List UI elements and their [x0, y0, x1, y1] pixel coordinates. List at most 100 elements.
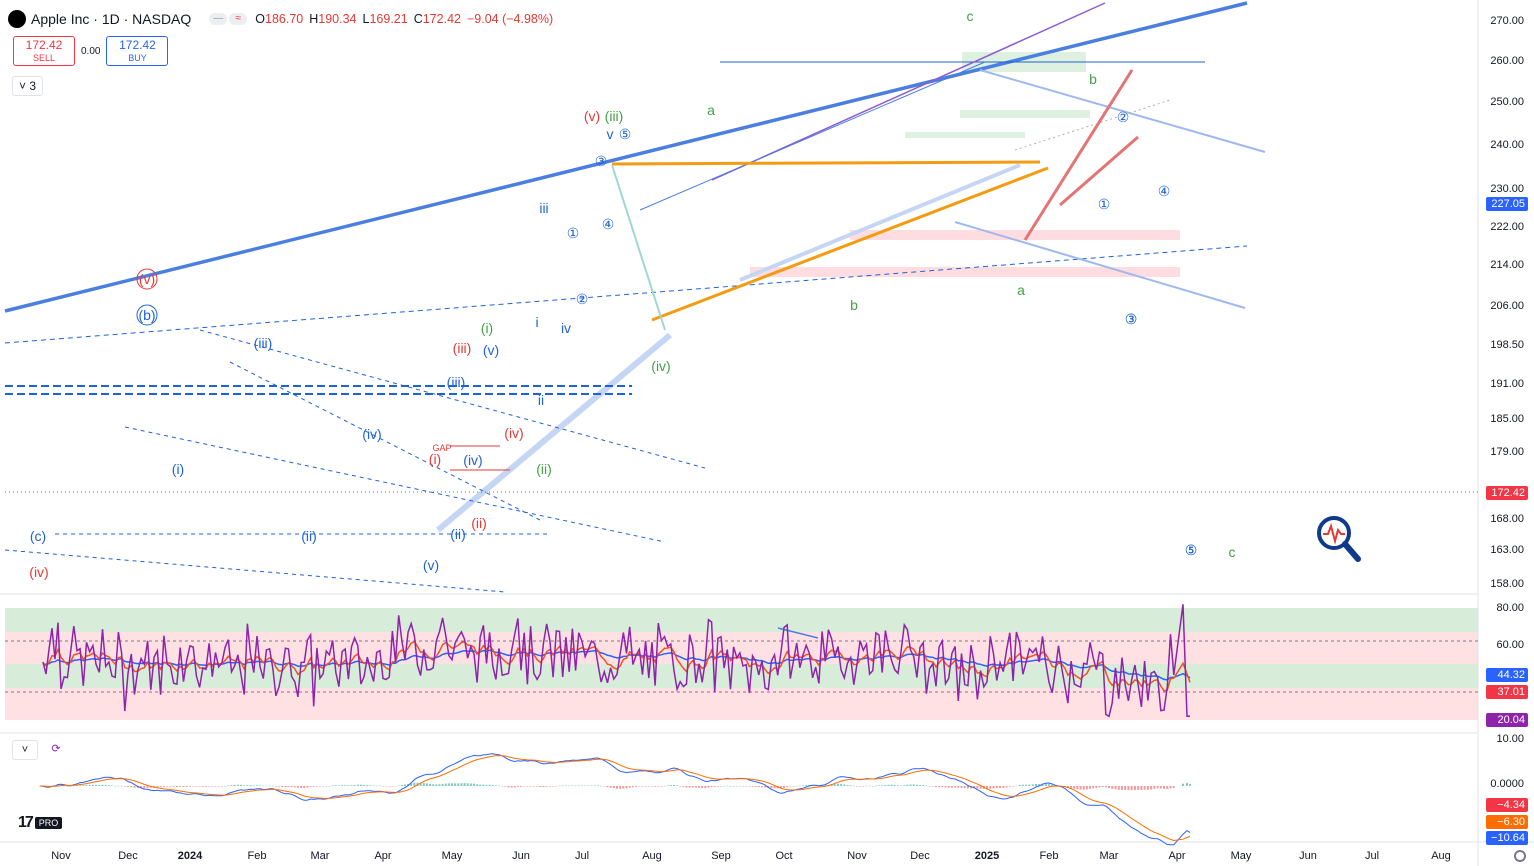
time-tick: Mar	[1099, 850, 1119, 862]
macd-histogram-bar	[925, 785, 928, 787]
macd-histogram-bar	[136, 786, 139, 788]
macd-histogram-bar	[438, 784, 441, 786]
chart-mode-pill[interactable]: — ≈	[209, 13, 248, 25]
macd-histogram-bar	[466, 783, 469, 786]
macd-histogram-bar	[928, 786, 931, 787]
macd-histogram-bar	[726, 785, 729, 787]
macd-histogram-bar	[429, 783, 432, 786]
macd-histogram-bar	[874, 785, 877, 787]
macd-histogram-bar	[274, 786, 277, 787]
macd-histogram-bar	[862, 786, 865, 787]
macd-histogram-bar	[488, 784, 491, 786]
macd-histogram-bar	[783, 786, 785, 788]
circled-wave-label: ③	[595, 153, 608, 169]
macd-histogram-bar	[581, 785, 583, 787]
indicators-toggle[interactable]: ˅ 3	[12, 76, 44, 96]
macd-histogram-bar	[1182, 783, 1184, 786]
macd-histogram-bar	[852, 785, 855, 787]
macd-histogram-bar	[564, 785, 567, 786]
macd-histogram-bar	[552, 786, 555, 787]
macd-histogram-bar	[792, 786, 795, 787]
time-tick: Jul	[1364, 850, 1380, 862]
macd-histogram-bar	[359, 784, 362, 786]
macd-histogram-bar	[1108, 786, 1110, 788]
macd-histogram-bar	[593, 785, 596, 786]
macd-histogram-bar	[644, 786, 647, 787]
macd-histogram-bar	[900, 785, 903, 787]
macd-histogram-bar	[830, 784, 833, 786]
circled-wave-label: ①	[567, 225, 580, 241]
macd-histogram-bar	[558, 785, 561, 787]
macd-histogram-bar	[893, 784, 896, 786]
circled-wave-label: ⑤	[1185, 542, 1198, 558]
macd-histogram-bar	[169, 786, 172, 787]
macd-histogram-bar	[230, 785, 233, 786]
macd-histogram-bar	[469, 783, 472, 786]
wave-label: (v)	[483, 342, 499, 358]
macd-histogram-bar	[596, 785, 599, 786]
symbol-title[interactable]: Apple Inc · 1D · NASDAQ	[31, 11, 192, 27]
macd-histogram-bar	[789, 786, 792, 787]
sync-icon[interactable]: ⟳	[44, 740, 68, 758]
tradingview-logo[interactable]: 17 PRO	[18, 814, 63, 832]
wave-label: (iv)	[504, 425, 523, 441]
macd-histogram-bar	[909, 784, 912, 786]
macd-histogram-bar	[162, 786, 165, 787]
macd-histogram-bar	[751, 786, 754, 787]
macd-histogram-bar	[520, 786, 522, 787]
macd-histogram-bar	[651, 786, 653, 787]
macd-histogram-bar	[625, 786, 628, 789]
macd-histogram-bar	[657, 786, 660, 787]
macd-histogram-bar	[603, 786, 606, 787]
macd-histogram-bar	[710, 786, 713, 787]
macd-histogram-bar	[950, 786, 953, 788]
wave-label: (iii)	[453, 340, 472, 356]
macd-histogram-bar	[192, 786, 195, 787]
macd-histogram-bar	[833, 783, 836, 786]
macd-histogram-bar	[685, 786, 688, 788]
macd-histogram-bar	[548, 786, 551, 787]
macd-histogram-bar	[587, 785, 590, 787]
price-tick: 206.00	[1490, 300, 1524, 312]
wave-label: (ii)	[301, 528, 317, 544]
macd-histogram-bar	[444, 783, 447, 786]
wave-label: i	[535, 314, 538, 330]
macd-histogram-bar	[451, 783, 453, 786]
macd-histogram-bar	[1066, 786, 1069, 788]
macd-histogram-bar	[240, 784, 243, 786]
macd-histogram-bar	[1076, 786, 1079, 790]
magnifier-icon[interactable]	[1314, 513, 1362, 565]
macd-histogram-bar	[669, 785, 672, 786]
macd-histogram-bar	[676, 785, 679, 786]
macd-histogram-bar	[482, 784, 485, 786]
dashed-trendline	[4, 549, 506, 593]
macd-histogram-bar	[795, 785, 798, 787]
macd-histogram-bar	[1172, 786, 1175, 789]
macd-histogram-bar	[947, 786, 950, 788]
macd-histogram-bar	[432, 784, 435, 786]
last-price-label: 172.42	[1486, 486, 1528, 500]
macd-histogram-bar	[217, 786, 220, 787]
rsi-line	[42, 604, 1190, 718]
buy-button[interactable]: 172.42 BUY	[106, 36, 169, 66]
macd-panel	[39, 753, 1191, 846]
macd-histogram-bar	[1114, 786, 1117, 790]
rsi-ma-line	[42, 649, 1191, 681]
macd-histogram-bar	[372, 785, 375, 787]
collapse-button[interactable]: ˅	[12, 740, 38, 760]
macd-histogram-bar	[707, 786, 710, 788]
macd-tick: 0.0000	[1490, 778, 1524, 790]
macd-line-price-label: −10.64	[1486, 831, 1528, 845]
wave-label: (iii)	[254, 335, 273, 351]
macd-histogram-bar	[745, 786, 748, 787]
sell-button[interactable]: 172.42 SELL	[13, 36, 75, 66]
macd-histogram-bar	[344, 785, 347, 786]
macd-histogram-bar	[79, 785, 82, 786]
wave-label: (i)	[172, 461, 184, 477]
macd-histogram-bar	[526, 786, 529, 787]
settings-gear-icon[interactable]	[1514, 850, 1526, 862]
macd-histogram-bar	[1051, 784, 1054, 786]
macd-histogram-bar	[185, 786, 188, 788]
macd-histogram-bar	[836, 783, 839, 786]
